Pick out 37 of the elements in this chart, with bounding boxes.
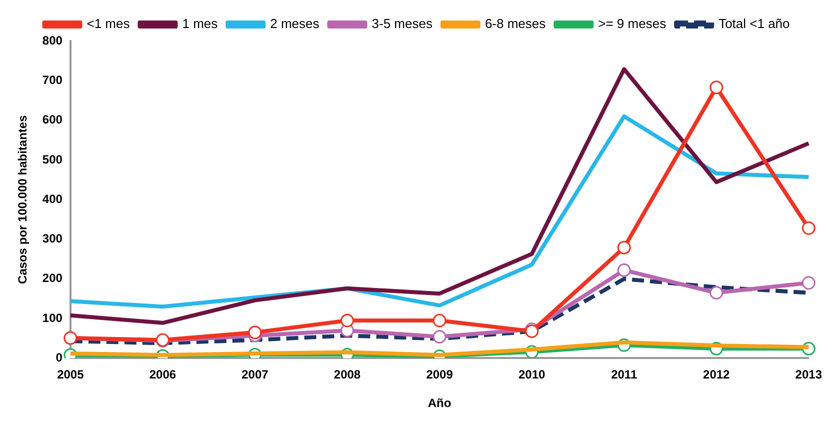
legend-label: <1 mes	[86, 16, 130, 32]
x-tick-label: 2009	[426, 368, 454, 382]
point	[432, 314, 446, 328]
legend-label: 1 mes	[182, 16, 218, 32]
point	[802, 221, 816, 235]
x-tick-label: 2005	[57, 368, 84, 382]
point	[248, 326, 262, 340]
point	[340, 314, 354, 328]
y-tick-label: 400	[42, 192, 63, 206]
x-tick-label: 2013	[795, 368, 822, 382]
y-tick-label: 300	[42, 232, 63, 246]
x-tick-label: 2008	[334, 368, 361, 382]
x-tick-label: 2011	[611, 368, 638, 382]
point	[617, 263, 631, 277]
point	[432, 330, 446, 344]
x-tick-label: 2010	[518, 368, 546, 382]
legend-label: Total <1 año	[718, 16, 790, 32]
x-tick-label: 2012	[703, 368, 730, 382]
legend-label: 3-5 meses	[372, 16, 433, 32]
y-tick-label: 500	[42, 152, 63, 166]
x-tick-label: 2006	[149, 368, 176, 382]
y-tick-label: 700	[42, 72, 63, 87]
y-tick-label: 0	[56, 350, 63, 365]
point	[710, 286, 724, 300]
y-tick-label: 800	[42, 33, 63, 48]
y-tick-label: 100	[42, 310, 63, 325]
point	[617, 240, 631, 254]
point	[710, 80, 724, 94]
legend-label: 2 meses	[270, 16, 320, 32]
legend-label: 6-8 meses	[484, 16, 546, 32]
x-tick-label: 2007	[242, 368, 269, 382]
x-axis-title: Año	[428, 396, 452, 410]
y-tick-label: 600	[42, 112, 63, 127]
point	[802, 276, 816, 290]
legend-label: >= 9 meses	[598, 16, 667, 32]
y-tick-label: 200	[42, 271, 63, 286]
y-axis-title: Casos por 100.000 habitantes	[16, 114, 30, 284]
